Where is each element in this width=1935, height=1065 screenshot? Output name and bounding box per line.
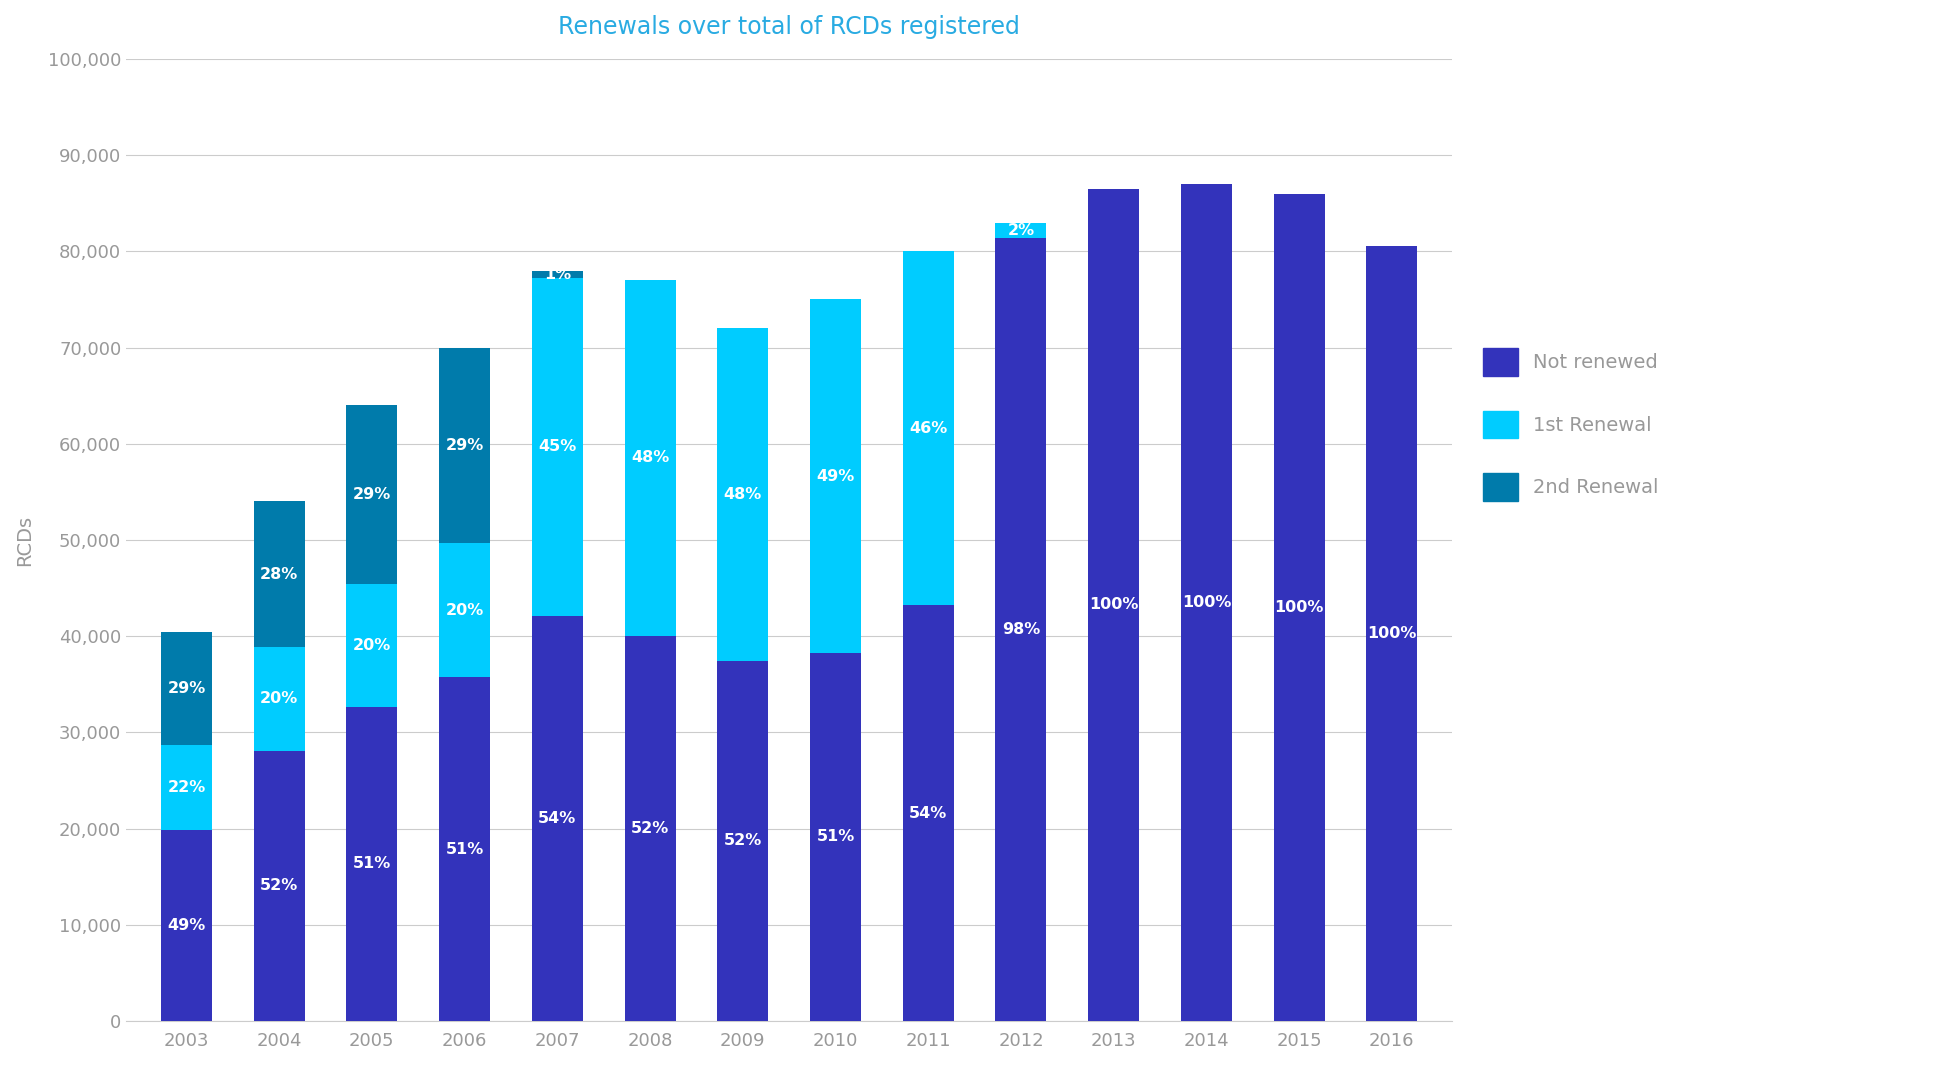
Text: 48%: 48% <box>631 450 670 465</box>
Bar <box>532 271 582 278</box>
Text: 20%: 20% <box>352 638 391 653</box>
Bar <box>439 543 490 677</box>
Text: 52%: 52% <box>724 833 762 849</box>
Text: 54%: 54% <box>538 810 577 825</box>
Bar <box>904 605 954 1021</box>
Bar <box>904 251 954 605</box>
Text: 1%: 1% <box>544 267 571 282</box>
Text: 100%: 100% <box>1182 595 1231 610</box>
Bar <box>161 744 213 831</box>
Bar <box>625 636 675 1021</box>
Text: 22%: 22% <box>166 780 205 796</box>
Y-axis label: RCDs: RCDs <box>15 514 35 566</box>
Title: Renewals over total of RCDs registered: Renewals over total of RCDs registered <box>557 15 1020 39</box>
Text: 51%: 51% <box>445 841 484 856</box>
Text: 20%: 20% <box>445 603 484 618</box>
Bar <box>718 328 768 660</box>
Text: 100%: 100% <box>1275 600 1324 615</box>
Text: 52%: 52% <box>259 879 298 894</box>
Bar <box>532 616 582 1021</box>
Text: 49%: 49% <box>166 918 205 933</box>
Bar <box>253 751 304 1021</box>
Bar <box>995 239 1047 1021</box>
Text: 20%: 20% <box>259 691 298 706</box>
Bar <box>161 632 213 744</box>
Text: 54%: 54% <box>909 805 948 821</box>
Bar <box>253 502 304 646</box>
Bar <box>995 223 1047 239</box>
Bar <box>811 653 861 1021</box>
Text: 48%: 48% <box>724 487 762 502</box>
Text: 46%: 46% <box>909 421 948 436</box>
Bar <box>532 278 582 616</box>
Text: 100%: 100% <box>1368 626 1416 641</box>
Bar <box>718 660 768 1021</box>
Bar <box>1180 184 1233 1021</box>
Bar <box>161 831 213 1021</box>
Bar <box>346 584 397 707</box>
Bar <box>439 677 490 1021</box>
Text: 2%: 2% <box>1008 223 1035 237</box>
Text: 52%: 52% <box>631 821 670 836</box>
Text: 98%: 98% <box>1002 622 1041 637</box>
Text: 29%: 29% <box>445 438 484 453</box>
Text: 28%: 28% <box>259 567 298 581</box>
Text: 29%: 29% <box>352 487 391 502</box>
Bar <box>346 406 397 584</box>
Bar <box>811 299 861 653</box>
Text: 100%: 100% <box>1089 597 1138 612</box>
Bar <box>1366 246 1416 1021</box>
Bar <box>346 707 397 1021</box>
Text: 29%: 29% <box>166 681 205 695</box>
Bar <box>253 646 304 751</box>
Bar <box>625 280 675 636</box>
Bar <box>1087 189 1140 1021</box>
Legend: Not renewed, 1st Renewal, 2nd Renewal: Not renewed, 1st Renewal, 2nd Renewal <box>1474 341 1666 509</box>
Text: 51%: 51% <box>352 856 391 871</box>
Bar <box>439 347 490 543</box>
Text: 51%: 51% <box>817 830 855 845</box>
Bar <box>1273 194 1325 1021</box>
Text: 45%: 45% <box>538 440 577 455</box>
Text: 49%: 49% <box>817 469 855 484</box>
